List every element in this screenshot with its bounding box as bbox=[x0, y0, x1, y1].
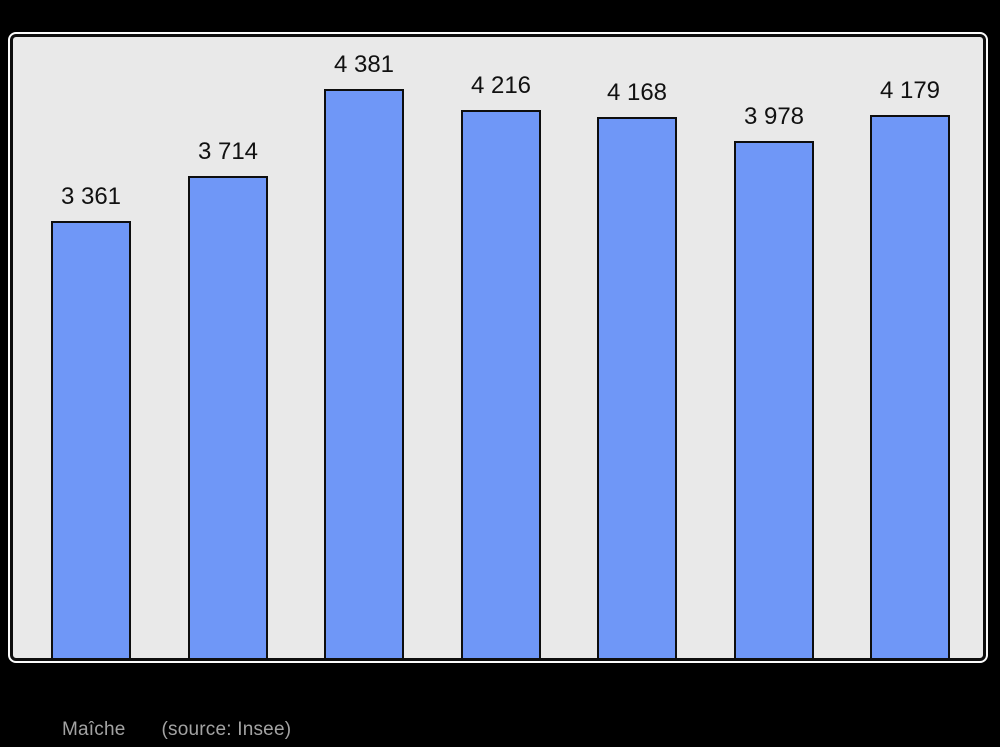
bar-value-label: 4 216 bbox=[470, 72, 532, 99]
bar-value-label: 3 978 bbox=[743, 103, 805, 130]
bar-value-label: 4 179 bbox=[879, 77, 941, 104]
bar bbox=[188, 176, 268, 658]
bar bbox=[870, 115, 950, 658]
bar bbox=[51, 221, 131, 658]
bar-value-label: 4 168 bbox=[606, 79, 668, 106]
caption-source: (source: Insee) bbox=[161, 719, 292, 740]
bar-value-label: 3 714 bbox=[197, 138, 259, 165]
bar bbox=[597, 117, 677, 658]
caption-place: Maîche bbox=[62, 719, 126, 740]
plot-area: 3 361 3 714 4 381 4 216 4 168 3 978 4 179 bbox=[10, 34, 986, 661]
bar bbox=[324, 89, 404, 658]
caption: Maîche (source: Insee) bbox=[62, 719, 291, 741]
bar bbox=[734, 141, 814, 658]
bar bbox=[461, 110, 541, 658]
bar-value-label: 4 381 bbox=[333, 51, 395, 78]
bar-value-label: 3 361 bbox=[60, 183, 122, 210]
